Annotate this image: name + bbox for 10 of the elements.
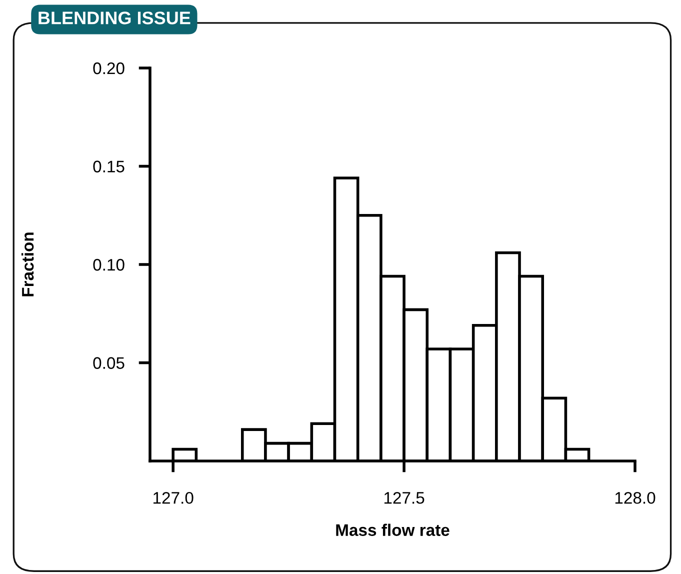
- y-tick-label: 0.05: [93, 357, 124, 369]
- y-tick-label: 0.20: [93, 62, 124, 74]
- y-tick-label: 0.15: [93, 160, 124, 172]
- x-axis-title: Mass flow rate: [336, 524, 450, 536]
- x-tick-label: 128.0: [615, 492, 656, 504]
- chart-title: BLENDING ISSUE: [38, 12, 190, 24]
- y-axis-title: Fraction: [21, 232, 34, 296]
- x-tick-label: 127.0: [154, 492, 194, 504]
- y-tick-label: 0.10: [93, 258, 124, 271]
- x-tick-label: 127.5: [384, 492, 424, 504]
